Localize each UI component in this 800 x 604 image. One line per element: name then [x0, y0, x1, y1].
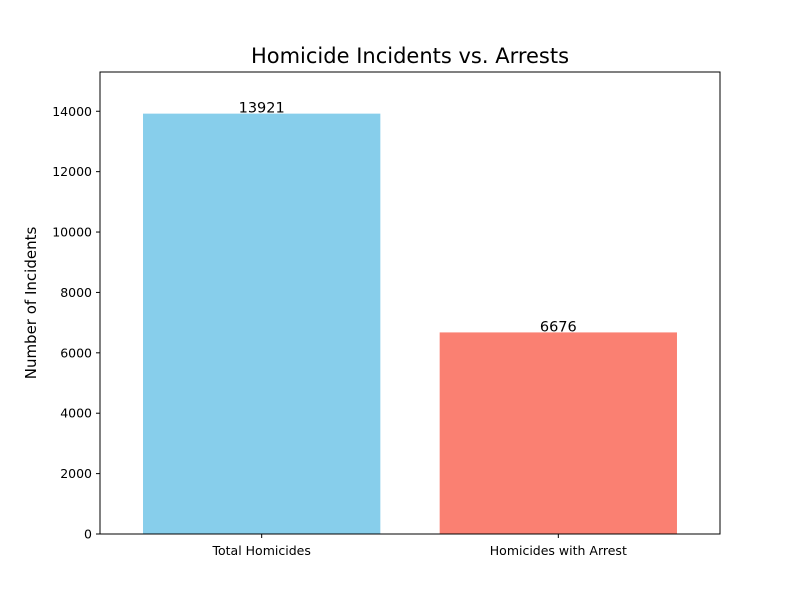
- y-tick-label: 6000: [60, 345, 92, 360]
- bar-homicides-with-arrest: [439, 332, 677, 534]
- y-tick-label: 8000: [60, 285, 92, 300]
- bar-total-homicides: [143, 113, 381, 535]
- y-tick-label: 14000: [52, 104, 92, 119]
- plot-frame: [99, 71, 721, 535]
- y-axis-label: Number of Incidents: [22, 227, 40, 380]
- data-label: 13921: [239, 101, 285, 117]
- y-tick-label: 0: [84, 527, 92, 542]
- y-tick-label: 12000: [52, 164, 92, 179]
- y-axis: 0 2000 4000 6000 8000 10000 12000 14000: [52, 104, 100, 542]
- x-tick-label: Total Homicides: [211, 543, 310, 558]
- x-tick-label: Homicides with Arrest: [490, 543, 627, 558]
- x-axis: Total Homicides Homicides with Arrest: [211, 534, 627, 558]
- y-tick-label: 10000: [52, 225, 92, 240]
- y-tick-label: 4000: [60, 406, 92, 421]
- chart-title: Homicide Incidents vs. Arrests: [251, 44, 569, 68]
- y-tick-label: 2000: [60, 466, 92, 481]
- bars-group: [143, 113, 677, 535]
- data-labels-group: 13921 6676: [239, 101, 577, 336]
- data-label: 6676: [540, 319, 577, 335]
